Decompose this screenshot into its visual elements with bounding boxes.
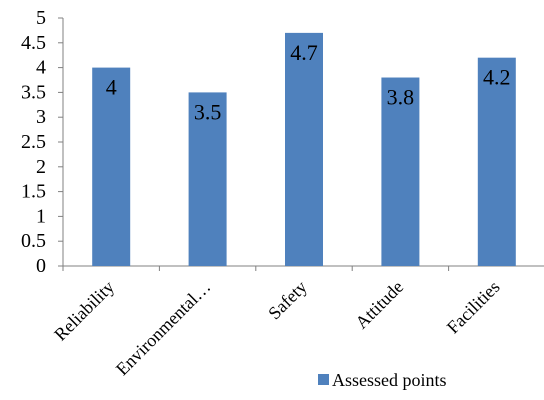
bar [381,77,420,267]
data-label: 3.5 [194,99,222,124]
y-tick-label: 3.5 [21,81,46,103]
bar [188,92,227,267]
bar [477,57,516,267]
data-label: 4 [106,75,117,100]
y-tick-label: 2 [36,156,46,178]
x-tick-label: Environmental… [112,277,215,380]
bar [285,32,323,266]
data-labels: 4 3.5 4.7 3.8 4.2 [106,40,511,125]
data-label: 4.7 [290,40,318,65]
y-tick-label: 3 [36,106,46,128]
x-tick-label: Safety [264,277,311,324]
y-axis-ticks: 0 0.5 11.5 2 2.5 3 3.54 4.5 5 [21,7,63,277]
legend-swatch [318,374,329,385]
legend: Assessed points [318,370,447,390]
y-tick-label: 0 [36,255,46,277]
y-tick-label: 4.5 [21,32,46,54]
data-label: 3.8 [387,85,415,110]
y-tick-label: 0.5 [21,230,46,252]
x-tick-label: Facilities [443,277,504,338]
y-tick-label: 1.5 [21,181,46,203]
y-tick-label: 5 [36,7,46,29]
y-tick-label: 2.5 [21,131,46,153]
y-tick-label: 1 [36,205,46,227]
legend-label: Assessed points [332,370,447,390]
x-tick-label: Attitude [351,277,407,333]
y-tick-label: 4 [36,57,46,79]
bar-series [92,32,516,267]
bar [92,67,131,266]
data-label: 4.2 [483,65,511,90]
x-tick-label: Reliability [50,277,118,345]
